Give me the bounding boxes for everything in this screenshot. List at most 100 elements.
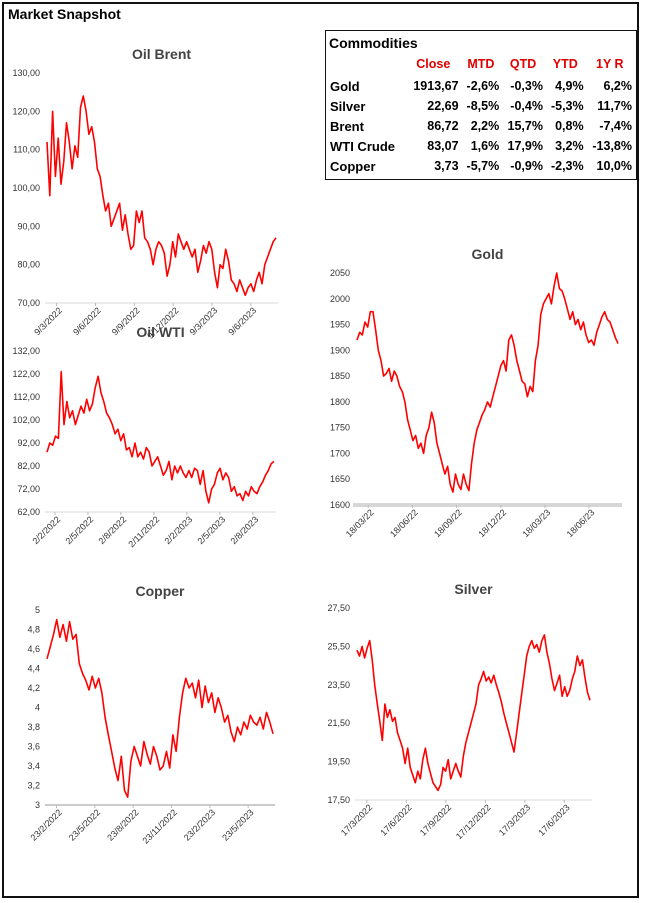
- chart-gold: Gold 1600 1650 1700 1750 1800 1850 1900 1950 2000…: [330, 246, 622, 539]
- cell-1yr: 6,2%: [603, 79, 633, 93]
- cell-mtd: 2,2%: [470, 119, 500, 133]
- y-tick-label: 2050: [330, 268, 350, 278]
- header-1yr: 1Y R: [596, 57, 624, 71]
- table-row: Silver 22,69 -8,5% -0,4% -5,3% 11,7%: [328, 96, 634, 116]
- y-tick-label: 110,00: [13, 145, 40, 155]
- y-tick-label: 1650: [330, 474, 350, 484]
- y-tick-label: 19,50: [327, 757, 350, 767]
- y-tick-label: 4,4: [27, 664, 40, 674]
- cell-qtd: -0,3%: [510, 79, 543, 93]
- cell-mtd: -2,6%: [466, 79, 500, 93]
- x-tick-label: 23/2/2023: [182, 807, 217, 842]
- table-row: Gold 1913,67 -2,6% -0,3% 4,9% 6,2%: [328, 76, 634, 96]
- chart-title: Copper: [136, 583, 186, 599]
- row-name: Silver: [330, 98, 366, 114]
- series-line: [46, 618, 274, 798]
- y-tick-label: 122,00: [12, 369, 40, 379]
- cell-ytd: 4,9%: [555, 79, 584, 93]
- cell-ytd: 3,2%: [555, 139, 584, 153]
- y-tick-label: 17,50: [327, 795, 350, 805]
- snapshot-frame: [2, 2, 639, 898]
- series-line: [46, 370, 275, 504]
- y-tick-label: 1800: [330, 397, 350, 407]
- y-tick-label: 3,4: [27, 761, 40, 771]
- cell-mtd: -5,7%: [466, 159, 500, 173]
- series-line: [356, 634, 591, 792]
- x-tick-label: 18/09/22: [432, 507, 464, 539]
- header-close: Close: [416, 57, 451, 71]
- chart-oil-wti: Oil WTI 62,00 72,00 82,00 92,00 102,00 112,00 1…: [12, 324, 276, 549]
- x-tick-label: 2/2/2023: [162, 514, 194, 546]
- y-tick-label: 1900: [330, 345, 350, 355]
- x-tick-label: 2/8/2022: [96, 514, 128, 546]
- x-tick-label: 23/11/2022: [140, 807, 178, 845]
- chart-oil-brent: Oil Brent 70,00 80,00 90,00 100,00 110,00 120,…: [12, 46, 278, 341]
- x-axis-band: [353, 503, 622, 507]
- y-tick-label: 92,00: [17, 438, 40, 448]
- chart-title: Silver: [454, 581, 493, 597]
- y-tick-label: 80,00: [17, 260, 40, 270]
- table-row: WTI Crude 83,07 1,6% 17,9% 3,2% -13,8%: [328, 136, 634, 156]
- y-tick-label: 1600: [330, 500, 350, 510]
- header-blank: [328, 55, 406, 76]
- x-tick-label: 17/9/2022: [418, 802, 453, 837]
- x-tick-label: 17/12/2022: [454, 802, 493, 841]
- y-tick-label: 4,2: [27, 683, 40, 693]
- y-tick-label: 70,00: [17, 298, 40, 308]
- y-tick-label: 2000: [330, 294, 350, 304]
- table-header-row: Close MTD QTD YTD 1Y R: [328, 55, 634, 76]
- cell-close: 22,69: [427, 99, 459, 113]
- cell-1yr: 10,0%: [596, 159, 632, 173]
- chart-title: Oil WTI: [136, 324, 184, 340]
- series-line: [356, 272, 619, 493]
- x-tick-label: 2/5/2023: [195, 514, 227, 546]
- commodities-title: Commodities: [329, 35, 418, 51]
- y-tick-label: 102,00: [12, 415, 40, 425]
- page-title: Market Snapshot: [8, 6, 121, 22]
- x-tick-label: 18/03/23: [520, 507, 552, 539]
- y-tick-label: 120,00: [12, 106, 40, 116]
- chart-silver: Silver 17,50 19,50 21,50 23,50 25,50 27,50 17/3…: [327, 581, 592, 841]
- y-tick-label: 25,50: [327, 641, 350, 651]
- cell-1yr: 11,7%: [597, 99, 632, 113]
- y-tick-label: 4: [35, 703, 40, 713]
- x-tick-label: 17/6/2022: [378, 802, 413, 837]
- x-tick-label: 23/8/2022: [105, 807, 140, 842]
- y-tick-label: 21,50: [327, 718, 350, 728]
- y-tick-label: 72,00: [17, 484, 40, 494]
- header-mtd: MTD: [467, 57, 495, 71]
- y-tick-label: 3: [35, 800, 40, 810]
- x-tick-label: 23/5/2022: [67, 807, 102, 842]
- series-line: [46, 95, 277, 297]
- x-tick-label: 18/06/22: [388, 507, 420, 539]
- y-tick-label: 3,8: [27, 722, 40, 732]
- x-tick-label: 2/11/2022: [126, 514, 161, 549]
- cell-mtd: -8,5%: [466, 99, 500, 113]
- x-tick-label: 2/5/2022: [63, 514, 95, 546]
- table-row: Copper 3,73 -5,7% -0,9% -2,3% 10,0%: [328, 156, 634, 176]
- x-tick-label: 17/3/2023: [497, 802, 532, 837]
- x-tick-label: 17/3/2022: [339, 802, 374, 837]
- x-tick-label: 18/06/23: [565, 507, 597, 539]
- cell-ytd: 0,8%: [555, 119, 584, 133]
- x-tick-label: 18/12/22: [476, 507, 508, 539]
- cell-ytd: -5,3%: [550, 99, 584, 113]
- y-tick-label: 23,50: [327, 680, 350, 690]
- y-tick-label: 1950: [330, 320, 350, 330]
- y-tick-label: 1700: [330, 448, 350, 458]
- y-tick-label: 1850: [330, 371, 350, 381]
- y-tick-label: 5: [35, 605, 40, 615]
- header-ytd: YTD: [552, 57, 578, 71]
- x-tick-label: 2/8/2023: [228, 514, 260, 546]
- y-tick-label: 100,00: [12, 183, 40, 193]
- x-tick-label: 17/6/2023: [536, 802, 571, 837]
- y-tick-label: 132,00: [12, 346, 40, 356]
- cell-1yr: -7,4%: [599, 119, 632, 133]
- cell-close: 3,73: [434, 159, 459, 173]
- cell-qtd: -0,9%: [510, 159, 543, 173]
- cell-ytd: -2,3%: [550, 159, 584, 173]
- cell-qtd: 17,9%: [507, 139, 543, 153]
- y-tick-label: 62,00: [17, 507, 40, 517]
- cell-1yr: -13,8%: [592, 139, 632, 153]
- x-tick-label: 2/2/2022: [30, 514, 62, 546]
